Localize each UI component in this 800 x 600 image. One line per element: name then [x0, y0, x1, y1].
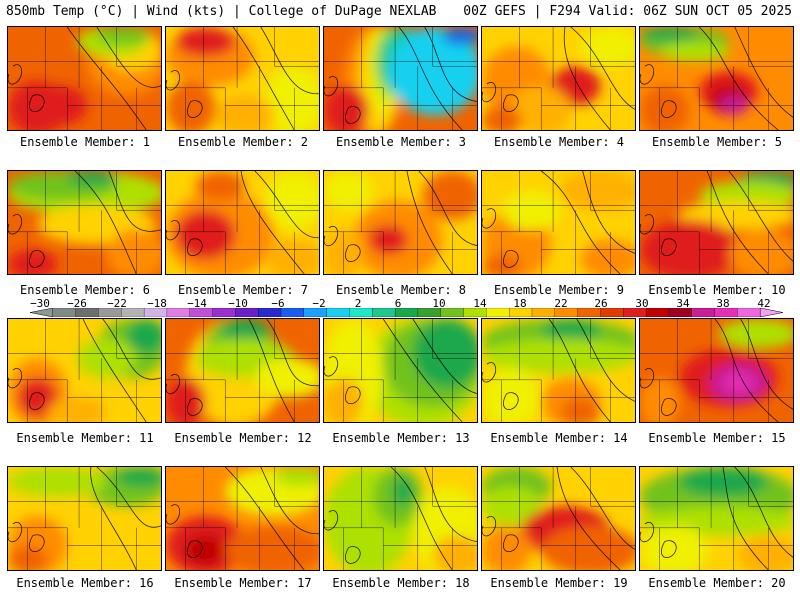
ensemble-map-panel	[165, 318, 320, 423]
ensemble-map-panel	[7, 170, 162, 275]
temperature-map	[640, 319, 793, 422]
colorbar-tick-label: −30	[30, 297, 50, 310]
member-label: Ensemble Member: 20	[648, 576, 786, 590]
colorbar-tick-label: −26	[67, 297, 87, 310]
member-label: Ensemble Member: 7	[177, 283, 309, 297]
member-label: Ensemble Member: 19	[490, 576, 628, 590]
ensemble-map-panel	[7, 466, 162, 571]
member-label: Ensemble Member: 18	[332, 576, 470, 590]
temperature-map	[640, 27, 793, 130]
ensemble-map-panel	[639, 26, 794, 131]
temperature-map	[640, 171, 793, 274]
colorbar-tick-label: −18	[147, 297, 167, 310]
member-label: Ensemble Member: 14	[490, 431, 628, 445]
colorbar-tick-label: 14	[473, 297, 487, 310]
temperature-map	[482, 27, 635, 130]
temperature-colorbar	[30, 308, 783, 317]
ensemble-map-panel	[481, 318, 636, 423]
member-label: Ensemble Member: 1	[19, 135, 151, 149]
ensemble-map-panel	[323, 26, 478, 131]
temperature-map	[8, 467, 161, 570]
colorbar-tick-label: −2	[312, 297, 326, 310]
colorbar-tick-label: 38	[716, 297, 730, 310]
colorbar-swatch	[691, 308, 715, 317]
colorbar-tick-label: −10	[228, 297, 248, 310]
temperature-map	[166, 171, 319, 274]
ensemble-map-panel	[7, 26, 162, 131]
temperature-map	[166, 467, 319, 570]
member-label: Ensemble Member: 9	[493, 283, 625, 297]
model-run-info: 00Z GEFS | F294 Valid: 06Z SUN OCT 05 20…	[463, 4, 792, 19]
temperature-map	[324, 171, 477, 274]
ensemble-map-panel	[323, 318, 478, 423]
ensemble-map-panel	[165, 466, 320, 571]
temperature-map	[8, 319, 161, 422]
temperature-map	[324, 319, 477, 422]
colorbar-tick-label: −6	[271, 297, 285, 310]
temperature-map	[324, 27, 477, 130]
colorbar-tick-label: −14	[187, 297, 207, 310]
temperature-map	[482, 319, 635, 422]
ensemble-map-panel	[165, 170, 320, 275]
colorbar-tick-label: 26	[594, 297, 608, 310]
colorbar-swatch	[326, 308, 350, 317]
colorbar-tick-label: 10	[432, 297, 446, 310]
colorbar-swatch	[645, 308, 670, 317]
member-label: Ensemble Member: 10	[648, 283, 786, 297]
member-label: Ensemble Member: 11	[16, 431, 154, 445]
temperature-map	[640, 467, 793, 570]
colorbar-swatch	[372, 308, 396, 317]
ensemble-map-panel	[323, 466, 478, 571]
temperature-map	[482, 171, 635, 274]
ensemble-map-panel	[7, 318, 162, 423]
colorbar-tick-label: 42	[757, 297, 771, 310]
temperature-map	[166, 319, 319, 422]
map-title: 850mb Temp (°C) | Wind (kts) | College o…	[6, 4, 437, 19]
temperature-map	[482, 467, 635, 570]
ensemble-map-panel	[165, 26, 320, 131]
ensemble-map-panel	[481, 466, 636, 571]
member-label: Ensemble Member: 13	[332, 431, 470, 445]
colorbar-swatch	[759, 308, 783, 317]
temperature-map	[166, 27, 319, 130]
ensemble-map-panel	[639, 466, 794, 571]
colorbar-tick-label: 22	[554, 297, 568, 310]
member-label: Ensemble Member: 3	[335, 135, 467, 149]
member-label: Ensemble Member: 17	[174, 576, 312, 590]
member-label: Ensemble Member: 8	[335, 283, 467, 297]
colorbar-tick-label: 18	[513, 297, 527, 310]
member-label: Ensemble Member: 4	[493, 135, 625, 149]
member-label: Ensemble Member: 6	[19, 283, 151, 297]
member-label: Ensemble Member: 2	[177, 135, 309, 149]
temperature-map	[8, 27, 161, 130]
colorbar-tick-label: 2	[354, 297, 362, 310]
temperature-map	[8, 171, 161, 274]
colorbar-tick-label: 30	[635, 297, 649, 310]
temperature-map	[324, 467, 477, 570]
colorbar-tick-label: 6	[394, 297, 402, 310]
member-label: Ensemble Member: 15	[648, 431, 786, 445]
member-label: Ensemble Member: 5	[651, 135, 783, 149]
ensemble-map-panel	[323, 170, 478, 275]
colorbar-tick-label: −22	[107, 297, 127, 310]
colorbar-swatch	[486, 308, 510, 317]
ensemble-map-panel	[481, 26, 636, 131]
ensemble-map-panel	[481, 170, 636, 275]
colorbar-tick-label: 34	[676, 297, 690, 310]
ensemble-map-panel	[639, 170, 794, 275]
member-label: Ensemble Member: 16	[16, 576, 154, 590]
ensemble-map-panel	[639, 318, 794, 423]
member-label: Ensemble Member: 12	[174, 431, 312, 445]
colorbar-swatch	[531, 308, 556, 317]
